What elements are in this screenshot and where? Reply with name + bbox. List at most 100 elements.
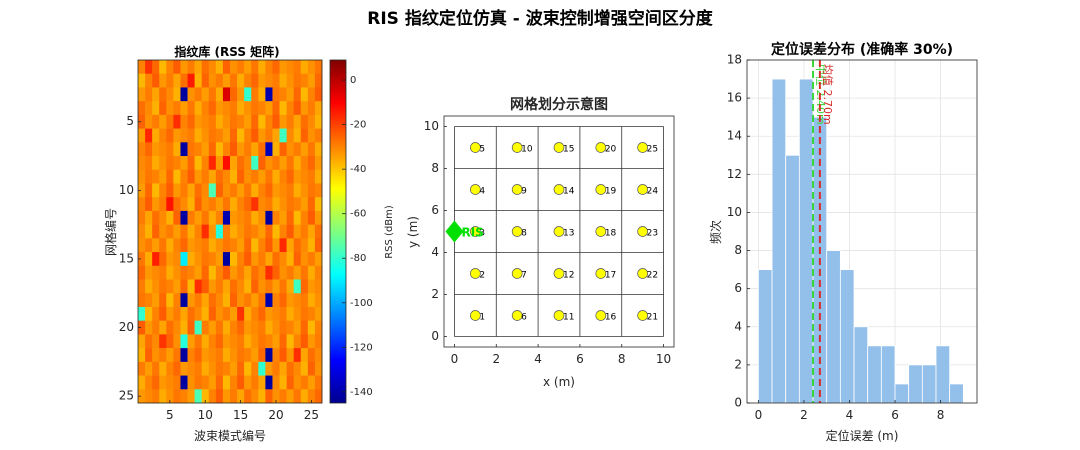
heatmap-cell [265, 348, 273, 363]
heatmap-cell [152, 114, 160, 129]
heatmap-cell [159, 293, 167, 308]
heatmap-cell [307, 156, 316, 171]
histogram-bar [785, 154, 800, 404]
heatmap-cell [152, 87, 160, 102]
heatmap-cell [159, 60, 167, 75]
heatmap-cell [201, 101, 210, 116]
heatmap-cell [237, 238, 245, 253]
heatmap-cell [138, 183, 146, 198]
heatmap-cell [152, 389, 160, 404]
heatmap-cell [215, 183, 224, 198]
heatmap-cell [237, 293, 245, 308]
heatmap-cell [173, 306, 181, 321]
histogram-bar [908, 364, 923, 404]
heatmap-x-tick-label: 10 [198, 408, 213, 422]
heatmap-cell [307, 306, 316, 321]
heatmap-cell [180, 87, 188, 102]
heatmap-cell [293, 252, 302, 267]
heatmap-cell [230, 101, 238, 116]
heatmap-cell [166, 197, 174, 212]
heatmap-cell [293, 60, 302, 75]
histogram-bar [826, 250, 841, 404]
heatmap-cell [222, 114, 231, 129]
heatmap-cell [272, 156, 280, 171]
heatmap-cell [293, 142, 302, 157]
heatmap-cell [166, 348, 174, 363]
heatmap-cell [251, 142, 259, 157]
heatmap-cell [194, 252, 202, 267]
heatmap-cell [159, 73, 167, 88]
heatmap-cell [251, 306, 259, 321]
heatmap-cell [152, 252, 160, 267]
heatmap-cell [307, 334, 316, 349]
heatmap-cell [307, 224, 316, 239]
heatmap-cell [307, 73, 316, 88]
grid-point-marker [595, 226, 607, 237]
grid-y-tick-label: 4 [431, 245, 439, 259]
heatmap-cell [180, 265, 188, 280]
heatmap-cell [272, 60, 280, 75]
grid-point-marker [637, 142, 648, 153]
heatmap-cell [286, 389, 294, 404]
grid-point-label: 18 [605, 229, 617, 239]
heatmap-cell [208, 73, 217, 88]
heatmap-cell [272, 252, 280, 267]
heatmap-cell [208, 210, 217, 225]
heatmap-cell [166, 306, 174, 321]
histogram-x-tick-label: 2 [800, 408, 808, 422]
heatmap-cell [159, 375, 167, 390]
heatmap-cell [237, 197, 245, 212]
ris-diamond [445, 220, 464, 243]
grid-point-marker [470, 184, 481, 195]
heatmap-cell [215, 252, 224, 267]
heatmap-cell [222, 128, 231, 143]
heatmap-cell [166, 265, 174, 280]
heatmap-cell [152, 375, 160, 390]
heatmap-cell [201, 238, 210, 253]
heatmap-cell [138, 334, 146, 349]
heatmap-cell [265, 375, 273, 390]
heatmap-cell [272, 224, 280, 239]
heatmap-cell [166, 293, 174, 308]
heatmap-cell [138, 128, 146, 143]
grid-point-marker [470, 142, 481, 153]
heatmap-cell [208, 114, 217, 129]
heatmap-cell [286, 265, 294, 280]
grid-x-label: x (m) [543, 375, 575, 389]
heatmap-cell [173, 142, 181, 157]
heatmap-cell [138, 279, 146, 294]
grid-point-marker [637, 184, 648, 195]
heatmap-cell [272, 334, 280, 349]
heatmap-cell [314, 320, 323, 335]
heatmap-cell [230, 293, 238, 308]
heatmap-cell [145, 224, 153, 239]
heatmap-cell [300, 210, 309, 225]
heatmap-cell [265, 169, 273, 184]
heatmap-cell [279, 279, 287, 294]
heatmap-cell [187, 361, 195, 376]
heatmap-cell [208, 224, 217, 239]
heatmap-cell [314, 197, 323, 212]
grid-y-tick-label: 6 [431, 203, 439, 217]
heatmap-cell [244, 348, 252, 363]
heatmap-cell [194, 101, 202, 116]
histogram-y-tick-label: 6 [734, 281, 742, 295]
grid-point-label: 6 [521, 313, 527, 323]
heatmap-cell [166, 142, 174, 157]
heatmap-cell [265, 142, 273, 157]
heatmap-cell [244, 197, 252, 212]
heatmap-cell [258, 73, 266, 88]
heatmap-cell [180, 252, 188, 267]
heatmap-cell [208, 265, 217, 280]
heatmap-cell [194, 238, 202, 253]
heatmap-cell [180, 389, 188, 404]
heatmap-cell [244, 224, 252, 239]
heatmap-cell [314, 128, 323, 143]
heatmap-cell [286, 73, 294, 88]
heatmap-cell [173, 252, 181, 267]
heatmap-cell [251, 87, 259, 102]
histogram-bar [867, 345, 882, 404]
heatmap-cell [286, 238, 294, 253]
heatmap-cell [187, 128, 195, 143]
colorbar-ticks: 0 -20 -40 -60 -80 -100 -120 -140 [342, 75, 373, 398]
